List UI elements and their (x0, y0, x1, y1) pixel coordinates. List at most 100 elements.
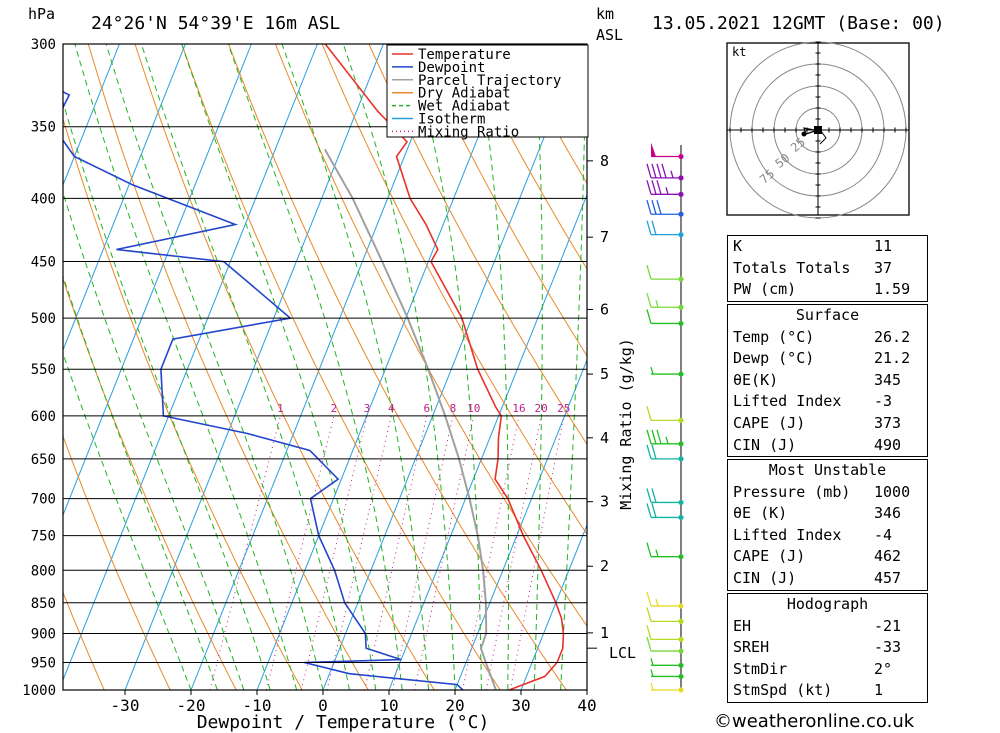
wind-barb (646, 264, 684, 282)
x-tick-label: 20 (445, 696, 464, 715)
x-tick-label: 0 (318, 696, 328, 715)
dewpoint-line (63, 90, 464, 690)
dry-adiabat-line (930, 44, 1000, 690)
km-tick-label: 7 (600, 228, 609, 246)
hodograph-table: Hodograph EH -21 SREH -33 StmDir 2° StmSpd (kt… (727, 593, 928, 703)
index-key: StmSpd (kt) (733, 681, 833, 700)
x-tick-label: 30 (511, 696, 530, 715)
dry-adiabat-line (228, 44, 567, 690)
legend-label: Wet Adiabat (418, 99, 511, 115)
index-key: Totals Totals (733, 258, 851, 277)
km-tick-label: 1 (600, 624, 609, 642)
surface-row: Lifted Index -3 (728, 391, 927, 413)
index-key: EH (733, 616, 752, 635)
credit-link[interactable]: ©weatheronline.co.uk (714, 711, 915, 732)
dry-adiabat-line (63, 434, 171, 690)
x-tick-label: 40 (577, 696, 596, 715)
mixing-ratio-label: 3 (364, 402, 371, 415)
mixing-ratio-line (326, 415, 392, 690)
most-unstable-row: Pressure (mb) 1000 (728, 482, 927, 504)
pressure-tick-label: 600 (31, 409, 56, 425)
wind-barb (646, 406, 684, 423)
pressure-tick-label: 400 (31, 191, 56, 207)
index-key: CAPE (J) (733, 547, 806, 566)
pressure-tick-label: 650 (31, 452, 56, 468)
index-key: θE (K) (733, 504, 788, 523)
asl-label: ASL (596, 26, 623, 44)
index-value: 11 (874, 237, 893, 255)
most-unstable-table: Most Unstable Pressure (mb) 1000 θE (K) 346… (727, 459, 928, 591)
pressure-tick-label: 350 (31, 120, 56, 136)
wind-barb (646, 607, 684, 625)
dry-adiabat-line (415, 44, 587, 357)
legend-label: Parcel Trajectory (418, 73, 561, 89)
pressure-tick-label: 700 (31, 492, 56, 508)
index-value: 457 (874, 568, 902, 587)
mixing-ratio-label: 16 (512, 402, 525, 415)
wet-adiabat-line (74, 44, 298, 690)
legend-box (386, 44, 589, 138)
mixing-ratio-line (391, 415, 454, 690)
mixing-ratio-label: 25 (557, 402, 570, 415)
pressure-tick-label: 450 (31, 255, 56, 271)
wind-barb (646, 591, 684, 609)
pressure-tick-label: 300 (31, 37, 56, 53)
index-key: Temp (°C) (733, 327, 815, 346)
dry-adiabat-line (63, 591, 105, 690)
x-tick-label: -10 (243, 696, 272, 715)
index-value: 373 (874, 413, 902, 432)
location-title: 24°26'N 54°39'E 16m ASL (91, 13, 340, 34)
wind-barb (646, 488, 684, 506)
pressure-tick-label: 750 (31, 529, 56, 545)
dry-adiabat-line (462, 44, 587, 270)
wind-barb (646, 309, 684, 327)
lcl-label: LCL (609, 644, 636, 662)
hodograph-unit-label: kt (732, 45, 746, 59)
mixing-ratio-label: 20 (535, 402, 548, 415)
legend-label: Dewpoint (418, 60, 485, 76)
wind-barb (646, 429, 684, 447)
wind-barb (646, 163, 684, 181)
index-key: CIN (J) (733, 568, 797, 587)
mixing-ratio-label: 4 (388, 402, 395, 415)
x-tick-label: -20 (177, 696, 206, 715)
hodograph-row: SREH -33 (728, 637, 927, 659)
surface-row: θE(K) 345 (728, 370, 927, 392)
index-key: StmDir (733, 659, 788, 678)
wind-barb (650, 658, 684, 668)
index-value: -3 (874, 392, 893, 411)
index-key: Lifted Index (733, 525, 842, 544)
hodograph-row: EH -21 (728, 616, 927, 638)
hodograph-row: StmDir 2° (728, 659, 927, 681)
wind-barb (646, 444, 684, 462)
index-key: Lifted Index (733, 392, 842, 411)
mixing-ratio-label: 6 (424, 402, 431, 415)
most-unstable-title: Most Unstable (768, 461, 887, 479)
indices-row: PW (cm) 1.59 (728, 279, 927, 301)
km-tick-label: 5 (600, 365, 609, 383)
pressure-tick-label: 550 (31, 362, 56, 378)
index-key: CIN (J) (733, 435, 797, 454)
pressure-tick-label: 900 (31, 626, 56, 642)
x-tick-label: -30 (111, 696, 140, 715)
isotherm-line (124, 44, 384, 690)
index-key: Pressure (mb) (733, 482, 851, 501)
index-value: 37 (874, 258, 893, 277)
index-value: 21.2 (874, 349, 911, 368)
index-value: 345 (874, 370, 902, 389)
km-tick-label: 3 (600, 493, 609, 511)
surface-row: CIN (J) 490 (728, 435, 927, 457)
hodograph-row: StmSpd (kt) 1 (728, 680, 927, 702)
wind-barb (646, 180, 684, 197)
plot-frame (62, 43, 588, 691)
index-key: θE(K) (733, 370, 779, 389)
most-unstable-row: CAPE (J) 462 (728, 546, 927, 568)
most-unstable-row: Lifted Index -4 (728, 525, 927, 547)
surface-row: CAPE (J) 373 (728, 413, 927, 435)
most-unstable-row: θE (K) 346 (728, 503, 927, 525)
wet-adiabat-line (105, 44, 324, 690)
mixing-ratio-line (413, 415, 475, 690)
index-key: SREH (733, 638, 770, 657)
wind-barb (646, 293, 684, 310)
most-unstable-row: CIN (J) 457 (728, 568, 927, 590)
